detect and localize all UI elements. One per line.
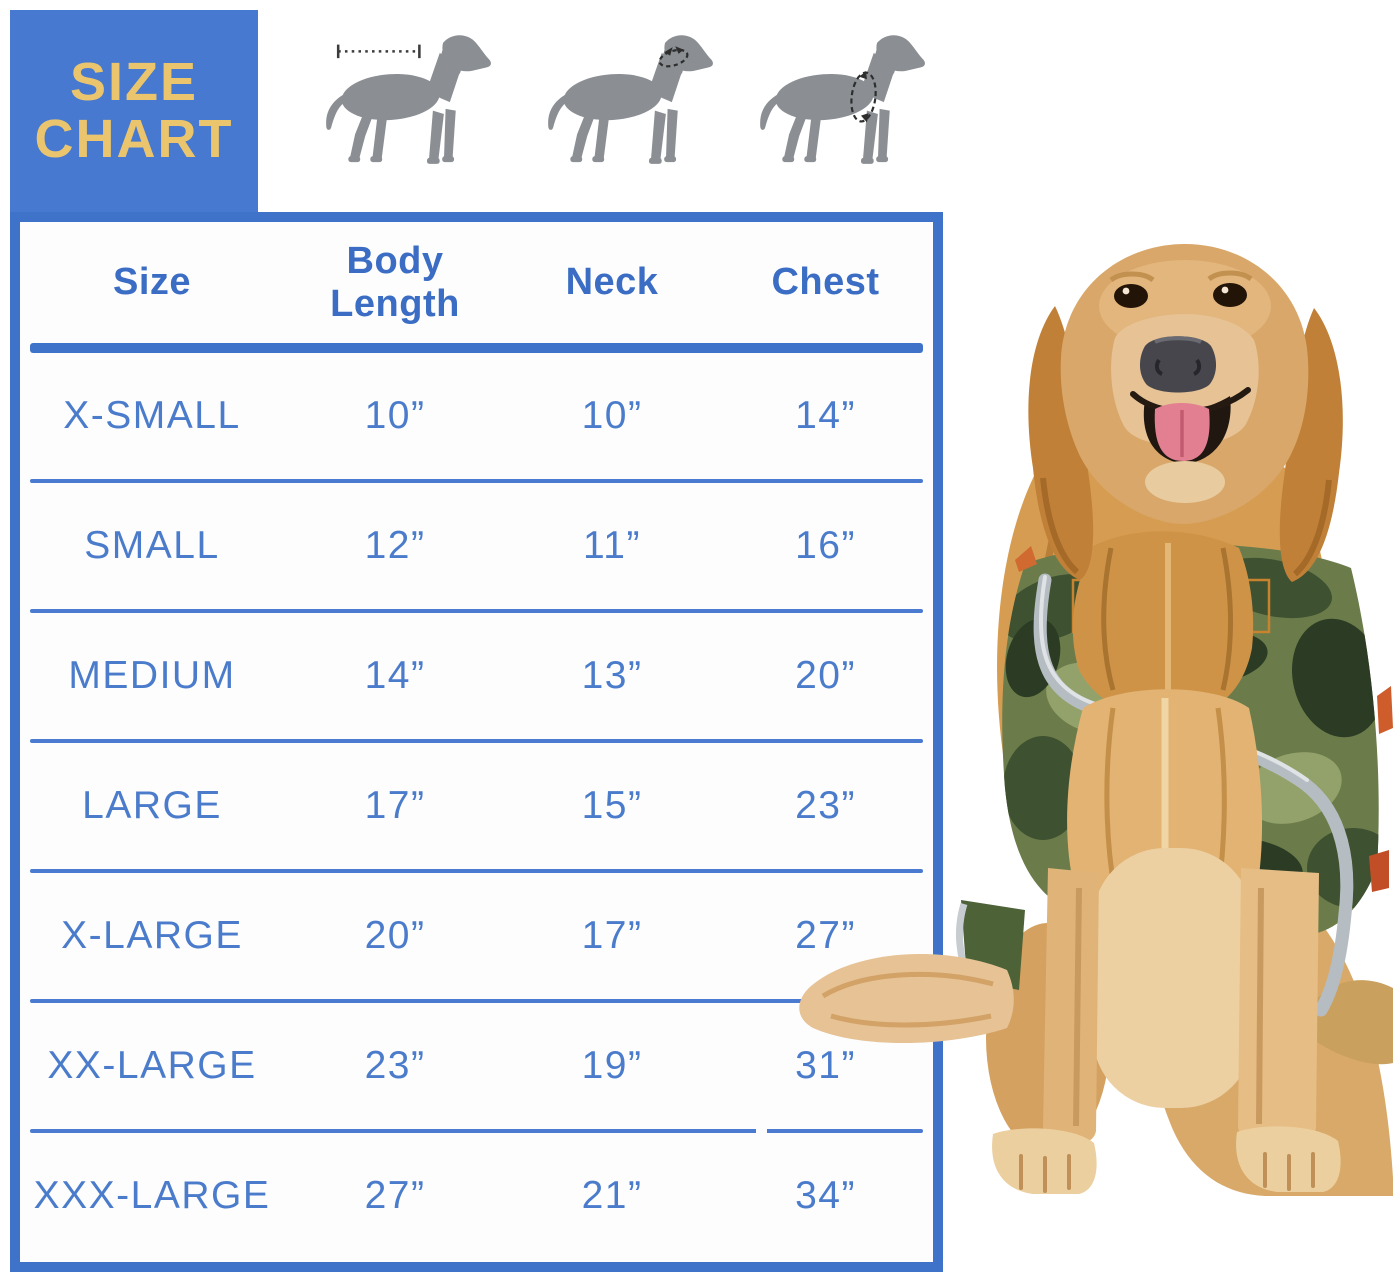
column-header-body-length: Body Length: [330, 239, 460, 325]
neck-cell: 15”: [581, 784, 643, 827]
chest-cell: 31”: [795, 1044, 856, 1087]
neck-cell: 10”: [581, 394, 643, 437]
body-length-cell: 17”: [364, 784, 426, 827]
table-row: LARGE 17” 15” 23”: [20, 743, 933, 869]
table-row: XXX-LARGE 27” 21” 34”: [20, 1133, 933, 1259]
chest-cell: 20”: [795, 654, 856, 697]
chest-cell: 23”: [795, 784, 856, 827]
golden-retriever-camo-coat-photo: [799, 244, 1393, 1196]
row-divider: [30, 609, 923, 613]
column-header-chest: Chest: [771, 261, 880, 303]
chest-cell: 14”: [795, 394, 856, 437]
neck-cell: 13”: [581, 654, 643, 697]
header-divider: [30, 343, 923, 353]
body-length-cell: 20”: [364, 914, 426, 957]
row-divider: [30, 479, 923, 483]
row-divider: [30, 999, 923, 1003]
size-cell: XXX-LARGE: [33, 1174, 271, 1217]
table-row: XX-LARGE 23” 19” 31”: [20, 1003, 933, 1129]
dog-body-length-measure-icon: [326, 35, 491, 164]
size-chart-title-box: SIZE CHART: [10, 10, 258, 212]
chest-cell: 16”: [795, 524, 856, 567]
chest-cell: 34”: [795, 1174, 856, 1217]
table-row: SMALL 12” 11” 16”: [20, 483, 933, 609]
size-cell: X-SMALL: [63, 394, 241, 437]
size-cell: MEDIUM: [68, 654, 236, 697]
body-length-cell: 12”: [364, 524, 426, 567]
size-cell: SMALL: [84, 524, 220, 567]
neck-cell: 11”: [583, 524, 641, 567]
size-cell: X-LARGE: [61, 914, 243, 957]
table-row: MEDIUM 14” 13” 20”: [20, 613, 933, 739]
table-row: X-SMALL 10” 10” 14”: [20, 353, 933, 479]
dog-neck-measure-icon: [548, 35, 713, 164]
neck-cell: 21”: [581, 1174, 643, 1217]
row-divider: [30, 739, 923, 743]
body-length-cell: 10”: [364, 394, 426, 437]
column-header-neck: Neck: [565, 261, 659, 303]
body-length-cell: 14”: [364, 654, 426, 697]
size-chart-title-line2: CHART: [34, 109, 234, 169]
size-table: Size Body Length Neck Chest X-SMALL 10” …: [10, 212, 943, 1272]
size-cell: XX-LARGE: [47, 1044, 257, 1087]
size-cell: LARGE: [82, 784, 222, 827]
size-chart-title-line1: SIZE: [69, 51, 199, 112]
chest-cell: 27”: [795, 914, 856, 957]
neck-cell: 17”: [581, 914, 643, 957]
row-divider: [30, 1129, 923, 1133]
column-header-size: Size: [112, 261, 192, 303]
dog-eyes: [1109, 270, 1253, 308]
table-row: X-LARGE 20” 17” 27”: [20, 873, 933, 999]
dog-chest-measure-icon: [760, 35, 925, 164]
table-header-row: Size Body Length Neck Chest: [20, 222, 933, 343]
body-length-cell: 27”: [364, 1174, 426, 1217]
row-divider: [30, 869, 923, 873]
body-length-cell: 23”: [364, 1044, 426, 1087]
neck-cell: 19”: [581, 1044, 643, 1087]
